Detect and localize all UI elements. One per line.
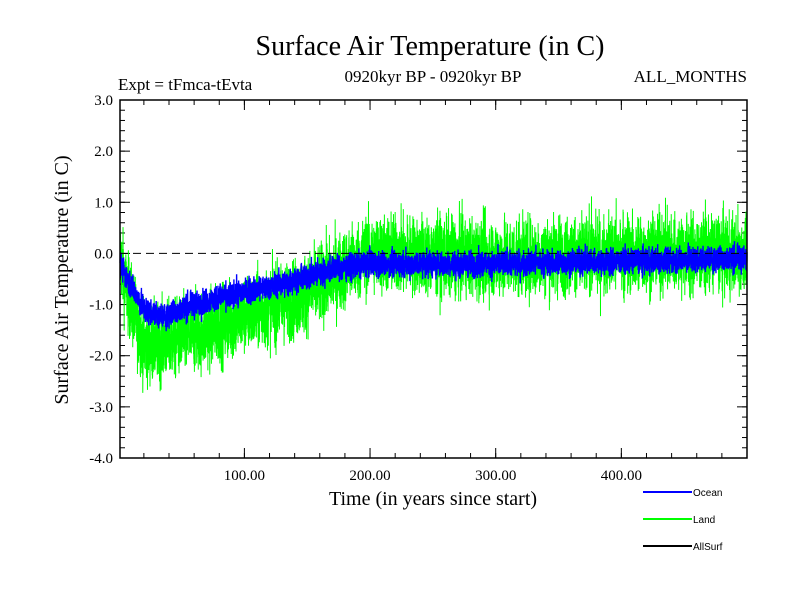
y-tick-label: -3.0 <box>89 400 113 416</box>
y-axis-label: Surface Air Temperature (in C) <box>51 155 73 404</box>
series-line-ocean <box>119 241 748 332</box>
period-label: 0920kyr BP - 0920kyr BP <box>345 67 522 86</box>
x-tick-label: 300.00 <box>475 468 516 484</box>
y-tick-label: 2.0 <box>94 144 113 160</box>
legend-label-land: Land <box>693 515 715 526</box>
chart-title: Surface Air Temperature (in C) <box>256 31 605 62</box>
y-tick-label: 0.0 <box>94 246 113 262</box>
x-tick-label: 200.00 <box>349 468 390 484</box>
y-tick-label: -2.0 <box>89 349 113 365</box>
y-tick-label: 3.0 <box>94 93 113 109</box>
months-label: ALL_MONTHS <box>634 67 747 86</box>
tick-labels: -4.0 -3.0 -2.0 -1.0 0.0 1.0 2.0 3.0 100.00 200.00… <box>89 93 642 484</box>
legend-label-allsurf: AllSurf <box>693 542 723 553</box>
x-tick-label: 400.00 <box>601 468 642 484</box>
plot-frame <box>119 99 748 459</box>
legend: Ocean Land AllSurf <box>643 488 723 553</box>
experiment-label: Expt = tFmca-tEvta <box>118 75 253 94</box>
tick-marks <box>120 99 747 459</box>
y-tick-label: -1.0 <box>89 298 113 314</box>
series-lines <box>119 196 748 393</box>
y-tick-label: -4.0 <box>89 451 113 467</box>
legend-label-ocean: Ocean <box>693 488 722 499</box>
x-tick-label: 100.00 <box>224 468 265 484</box>
y-tick-label: 1.0 <box>94 195 113 211</box>
x-axis-label: Time (in years since start) <box>329 488 537 510</box>
